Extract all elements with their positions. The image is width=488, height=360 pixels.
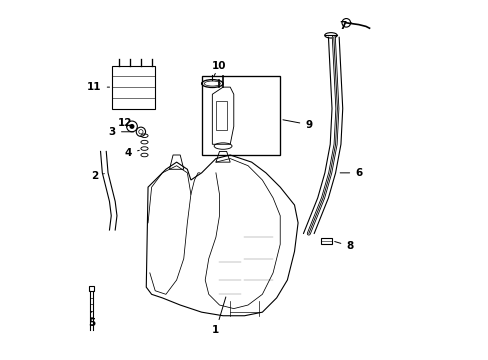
Text: 11: 11 xyxy=(87,82,109,92)
Text: 5: 5 xyxy=(88,311,95,328)
Text: 4: 4 xyxy=(124,148,139,158)
Bar xyxy=(321,238,331,244)
Text: 12: 12 xyxy=(117,118,132,128)
Text: 3: 3 xyxy=(108,127,134,137)
Text: 10: 10 xyxy=(212,61,226,76)
Text: 9: 9 xyxy=(283,120,312,130)
Text: 6: 6 xyxy=(340,168,362,178)
Text: 1: 1 xyxy=(212,297,225,335)
Bar xyxy=(88,287,94,291)
Ellipse shape xyxy=(324,33,337,38)
Circle shape xyxy=(129,124,134,129)
Bar xyxy=(201,76,280,155)
Text: 8: 8 xyxy=(334,241,353,251)
Circle shape xyxy=(341,18,350,27)
Text: 2: 2 xyxy=(91,171,104,181)
Bar xyxy=(216,102,226,130)
Bar xyxy=(112,66,155,109)
Text: 7: 7 xyxy=(338,21,351,31)
